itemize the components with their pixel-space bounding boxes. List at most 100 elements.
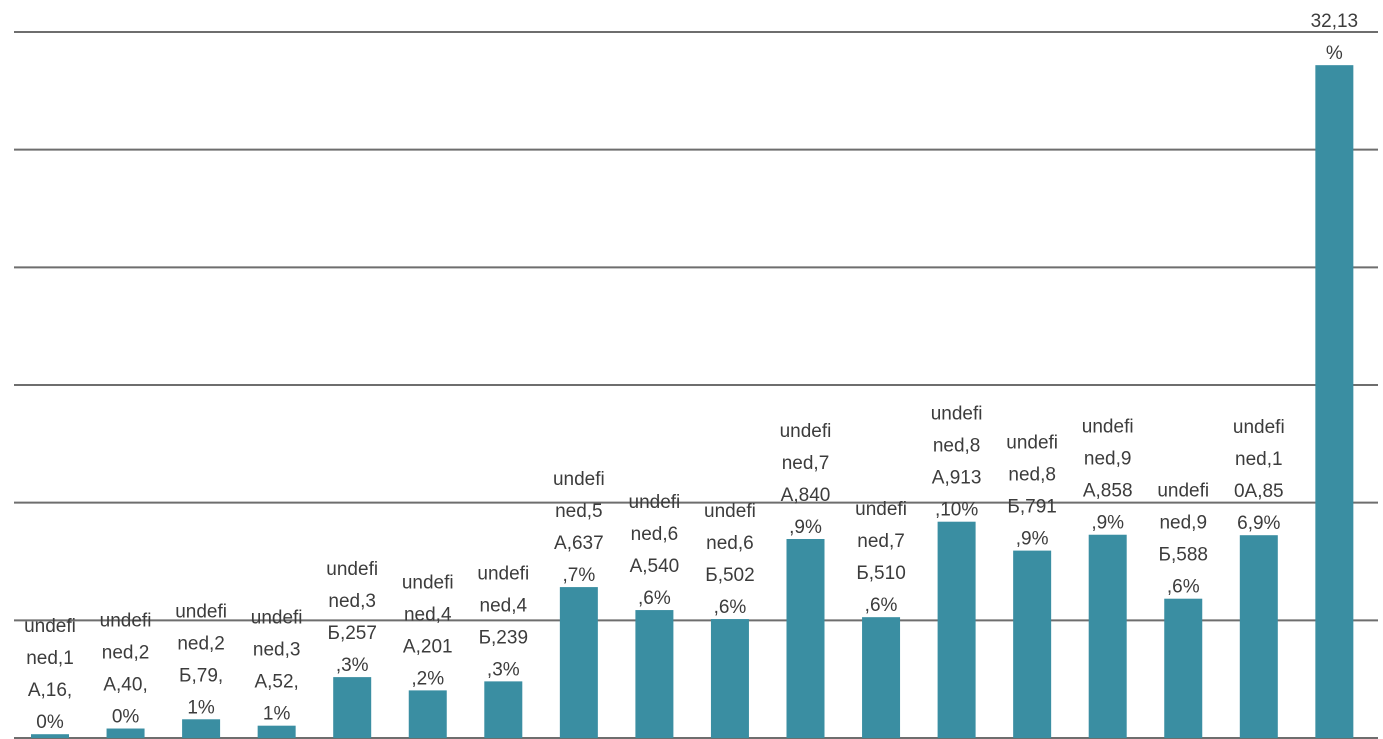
data-label-line: ,6% [714,597,747,618]
data-label-line: ,6% [1167,577,1200,598]
data-label-line: undefi [1233,417,1285,438]
data-label-line: 1% [263,704,291,725]
bar [786,538,825,738]
bar [710,619,749,738]
data-label-line: undefi [402,572,454,593]
data-label-line: Б,510 [856,563,905,584]
data-label-line: undefi [704,501,756,522]
data-label-line: Б,79, [179,665,223,686]
data-label-line: А,840 [781,485,831,506]
data-label-line: undefi [780,421,832,442]
data-label-line: ned,5 [555,501,603,522]
data-label-line: Б,502 [705,565,754,586]
data-label-line: ,9% [789,517,822,538]
data-label: undefi ned,3 А,52, 1% [251,608,303,725]
data-label-line: Б,239 [479,627,528,648]
data-label-line: Б,791 [1007,497,1056,518]
data-label-line: ned,3 [253,640,301,661]
bar [862,617,901,738]
data-label-line: ,3% [336,655,369,676]
bar [257,725,296,738]
data-label-line: ,7% [562,565,595,586]
bar [106,728,145,738]
data-label: undefi ned,2 Б,79, 1% [175,601,227,718]
data-label-line: undefi [326,559,378,580]
bar [635,610,674,738]
data-label-line: 6,9% [1237,513,1280,534]
data-label-line: ,9% [1091,513,1124,534]
data-label-line: undefi [1157,481,1209,502]
data-label-line: undefi [251,608,303,629]
data-label: undefi ned,7 А,840 ,9% [780,421,832,538]
bar [182,719,221,738]
data-label-line: undefi [100,611,152,632]
data-label-line: ,3% [487,659,520,680]
data-label-line: ned,4 [480,595,528,616]
data-label-line: undefi [553,469,605,490]
data-label-line: А,16, [28,680,72,701]
data-label: undefi ned,5 А,637 ,7% [553,469,605,586]
data-label: undefi ned,1 А,16, 0% [24,616,76,733]
data-label-line: ned,3 [328,591,376,612]
data-label: undefi ned,6 А,540 ,6% [629,492,681,609]
bar [31,734,69,738]
data-label-line: undefi [629,492,681,513]
data-label: undefi ned,9 А,858 ,9% [1082,417,1134,534]
data-label: 32,13% [1311,11,1359,64]
data-label-line: 32,13 [1311,11,1359,32]
data-label-line: ned,9 [1159,513,1207,534]
data-label-line: А,540 [630,556,680,577]
data-label: undefi ned,2 А,40, 0% [100,611,152,728]
data-label-line: ned,1 [1235,449,1283,470]
gridlines [14,31,1378,739]
data-label-line: 0А,85 [1234,481,1284,502]
data-label-line: % [1326,43,1343,64]
bar [1013,550,1052,738]
data-label-line: ned,7 [857,531,905,552]
data-label-line: undefi [175,601,227,622]
data-label-line: ned,6 [631,524,679,545]
bar [1088,534,1127,738]
data-label-line: undefi [24,616,76,637]
data-label-line: undefi [1082,417,1134,438]
data-label-line: ,2% [411,668,444,689]
data-label-line: ned,2 [177,633,225,654]
bar [559,587,598,738]
bars [31,65,1354,738]
data-label-line: ,6% [638,588,671,609]
data-label-line: ,9% [1016,529,1049,550]
data-label-line: ned,9 [1084,449,1132,470]
bar [333,677,372,738]
data-label-line: ned,8 [1008,465,1056,486]
data-label-line: undefi [1006,433,1058,454]
bar [937,521,976,738]
data-label-line: Б,588 [1159,545,1208,566]
data-label-line: ned,1 [26,648,74,669]
bar [1315,65,1354,738]
data-label: undefi ned,3 Б,257 ,3% [326,559,378,676]
data-label: undefi ned,4 Б,239 ,3% [477,563,529,680]
data-label-line: А,913 [932,468,982,489]
data-label-line: 0% [112,707,140,728]
data-label: undefi ned,1 0А,85 6,9% [1233,417,1285,534]
bar [484,681,523,738]
data-label: undefi ned,9 Б,588 ,6% [1157,481,1209,598]
data-label-line: 1% [187,697,215,718]
data-label: undefi ned,4 А,201 ,2% [402,572,454,689]
bar [1164,598,1203,738]
data-label-line: undefi [477,563,529,584]
data-label: undefi ned,6 Б,502 ,6% [704,501,756,618]
data-label-line: ,6% [865,595,898,616]
bar [1239,535,1278,738]
data-label-line: А,858 [1083,481,1133,502]
data-label-line: А,201 [403,636,453,657]
data-label: undefi ned,7 Б,510 ,6% [855,499,907,616]
data-label-line: ned,7 [782,453,830,474]
data-label-line: ned,4 [404,604,452,625]
data-label-line: 0% [36,712,64,733]
data-labels: undefi ned,1 А,16, 0%undefi ned,2 А,40, 0%unde… [24,11,1358,733]
data-label-line: Б,257 [327,623,376,644]
data-label-line: ned,6 [706,533,754,554]
data-label-line: А,637 [554,533,604,554]
data-label-line: А,52, [254,672,298,693]
